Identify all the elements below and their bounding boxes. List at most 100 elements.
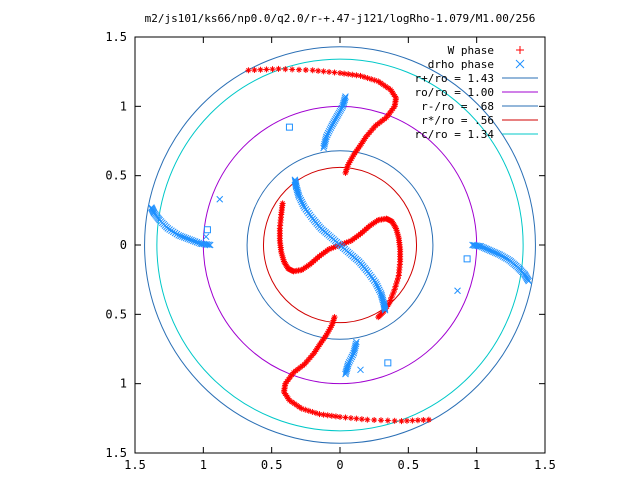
w-phase-point-3-70 — [398, 418, 405, 425]
w-phase-point-3-59 — [332, 413, 339, 420]
legend-label-0: W phase — [448, 44, 494, 57]
x-tick-label-0: 1.5 — [124, 458, 146, 472]
drho-phase-point-2-11 — [327, 124, 335, 131]
drho-phase-point-3-11 — [345, 359, 353, 366]
drho-phase-point-1-40 — [381, 304, 388, 312]
w-phase-point-3-69 — [391, 417, 398, 424]
w-phase-point-3-57 — [324, 412, 331, 419]
drho-phase-point-0-40 — [292, 178, 299, 186]
w-phase-point-3-56 — [320, 411, 327, 418]
x-tick-label-6: 1.5 — [534, 458, 556, 472]
w-phase-point-2-68 — [289, 66, 296, 73]
w-phase-point-2-58 — [345, 71, 352, 78]
w-phase-point-0-56 — [394, 275, 401, 282]
w-phase-point-2-75 — [245, 67, 252, 74]
w-phase-point-3-68 — [384, 417, 391, 424]
drho-phase-point-4-17 — [177, 232, 184, 240]
w-phase-point-2-60 — [337, 70, 343, 77]
x-tick-label-4: 0.5 — [397, 458, 419, 472]
drho-phase-point-1-42 — [381, 306, 389, 314]
drho-phase-point-1-26 — [374, 282, 381, 290]
w-phase-point-2-59 — [341, 70, 348, 77]
drho-phase-point-4-11 — [188, 236, 195, 244]
drho-phase-point-3-7 — [349, 351, 357, 359]
y-tick-label-3: 0 — [120, 238, 127, 252]
w-phase-point-2-66 — [302, 67, 309, 74]
drho-phase-point-4-9 — [191, 238, 199, 245]
w-phase-point-2-70 — [275, 65, 282, 72]
drho-phase-extra-4 — [463, 255, 471, 263]
drho-phase-point-5-42 — [525, 277, 532, 285]
drho-phase-point-1-27 — [374, 284, 382, 292]
drho-phase-extra-0 — [285, 123, 293, 131]
circle-3 — [262, 166, 418, 324]
w-phase-point-2-67 — [296, 66, 302, 73]
drho-phase-point-0-29 — [296, 194, 304, 202]
x-tick-label-2: 0.5 — [261, 458, 283, 472]
w-phase-point-3-63 — [353, 415, 360, 422]
drho-phase-point-4-6 — [197, 240, 204, 247]
drho-phase-point-3-5 — [350, 347, 358, 355]
w-phase-point-3-60 — [337, 413, 343, 420]
w-phase-point-3-65 — [364, 416, 371, 423]
legend-marker-0 — [516, 46, 524, 54]
drho-phase-point-1-25 — [373, 280, 380, 288]
w-phase-point-2-69 — [282, 66, 289, 73]
legend-label-2: r+/ro = 1.43 — [415, 72, 494, 85]
w-phase-point-3-62 — [347, 415, 354, 422]
drho-phase-point-4-42 — [148, 204, 155, 211]
w-phase-point-2-74 — [251, 67, 258, 74]
w-phase-point-2-62 — [326, 68, 333, 75]
w-phase-point-3-73 — [414, 417, 421, 424]
drho-phase-point-3-17 — [342, 368, 350, 376]
y-tick-label-2: 0.5 — [105, 169, 127, 183]
w-phase-point-2-56 — [353, 72, 360, 79]
w-phase-point-2-55 — [357, 72, 364, 79]
legend-label-1: drho phase — [428, 58, 494, 71]
drho-phase-point-4-7 — [195, 239, 203, 247]
w-phase-point-2-51 — [371, 77, 378, 84]
w-phase-point-0-55 — [395, 272, 402, 279]
drho-phase-point-3-8 — [348, 353, 356, 361]
x-tick-label-1: 1 — [200, 458, 207, 472]
y-tick-label-1: 1 — [120, 99, 127, 113]
drho-phase-point-4-13 — [184, 235, 192, 243]
drho-phase-point-0-42 — [291, 176, 299, 184]
legend-label-4: r-/ro = .68 — [421, 100, 494, 113]
drho-phase-extra-6 — [384, 359, 392, 367]
drho-phase-point-2-7 — [323, 131, 331, 139]
drho-phase-point-2-30 — [342, 93, 349, 100]
w-phase-point-3-58 — [328, 412, 335, 419]
drho-phase-extra-3 — [202, 233, 210, 241]
drho-phase-point-2-8 — [324, 129, 332, 137]
w-phase-point-3-55 — [316, 411, 323, 418]
drho-phase-extra-1 — [216, 195, 224, 203]
w-phase-point-2-61 — [331, 69, 338, 76]
w-phase-point-0-75 — [375, 314, 382, 321]
drho-phase-point-0-41 — [291, 177, 299, 185]
drho-phase-point-1-28 — [375, 286, 383, 294]
drho-phase-point-4-14 — [182, 234, 190, 242]
drho-phase-point-5-4 — [474, 242, 482, 250]
w-phase-point-3-71 — [403, 417, 410, 424]
drho-phase-point-4-10 — [189, 237, 197, 245]
circle-0 — [144, 46, 536, 444]
w-phase-point-3-61 — [342, 414, 349, 421]
drho-phase-point-0-24 — [301, 204, 308, 211]
drho-phase-point-3-18 — [342, 370, 349, 378]
drho-phase-point-4-8 — [193, 238, 201, 246]
drho-phase-extra-7 — [357, 366, 364, 374]
circle-2 — [246, 150, 434, 340]
legend-label-6: rc/ro = 1.34 — [415, 128, 495, 141]
w-phase-point-3-67 — [378, 417, 384, 424]
y-tick-label-5: 1 — [120, 377, 127, 391]
drho-phase-point-0-25 — [300, 202, 307, 210]
axis-ticks: 1.5 1 0.5 0 0.5 1 1.51.510.500.511.5 — [105, 30, 556, 472]
drho-phase-point-3-6 — [350, 349, 358, 357]
w-phase-point-3-72 — [409, 417, 416, 424]
drho-phase-point-3-9 — [347, 355, 355, 363]
y-tick-label-4: 0.5 — [105, 307, 127, 321]
drho-phase-point-4-16 — [179, 233, 186, 241]
w-phase-point-2-63 — [320, 68, 327, 75]
